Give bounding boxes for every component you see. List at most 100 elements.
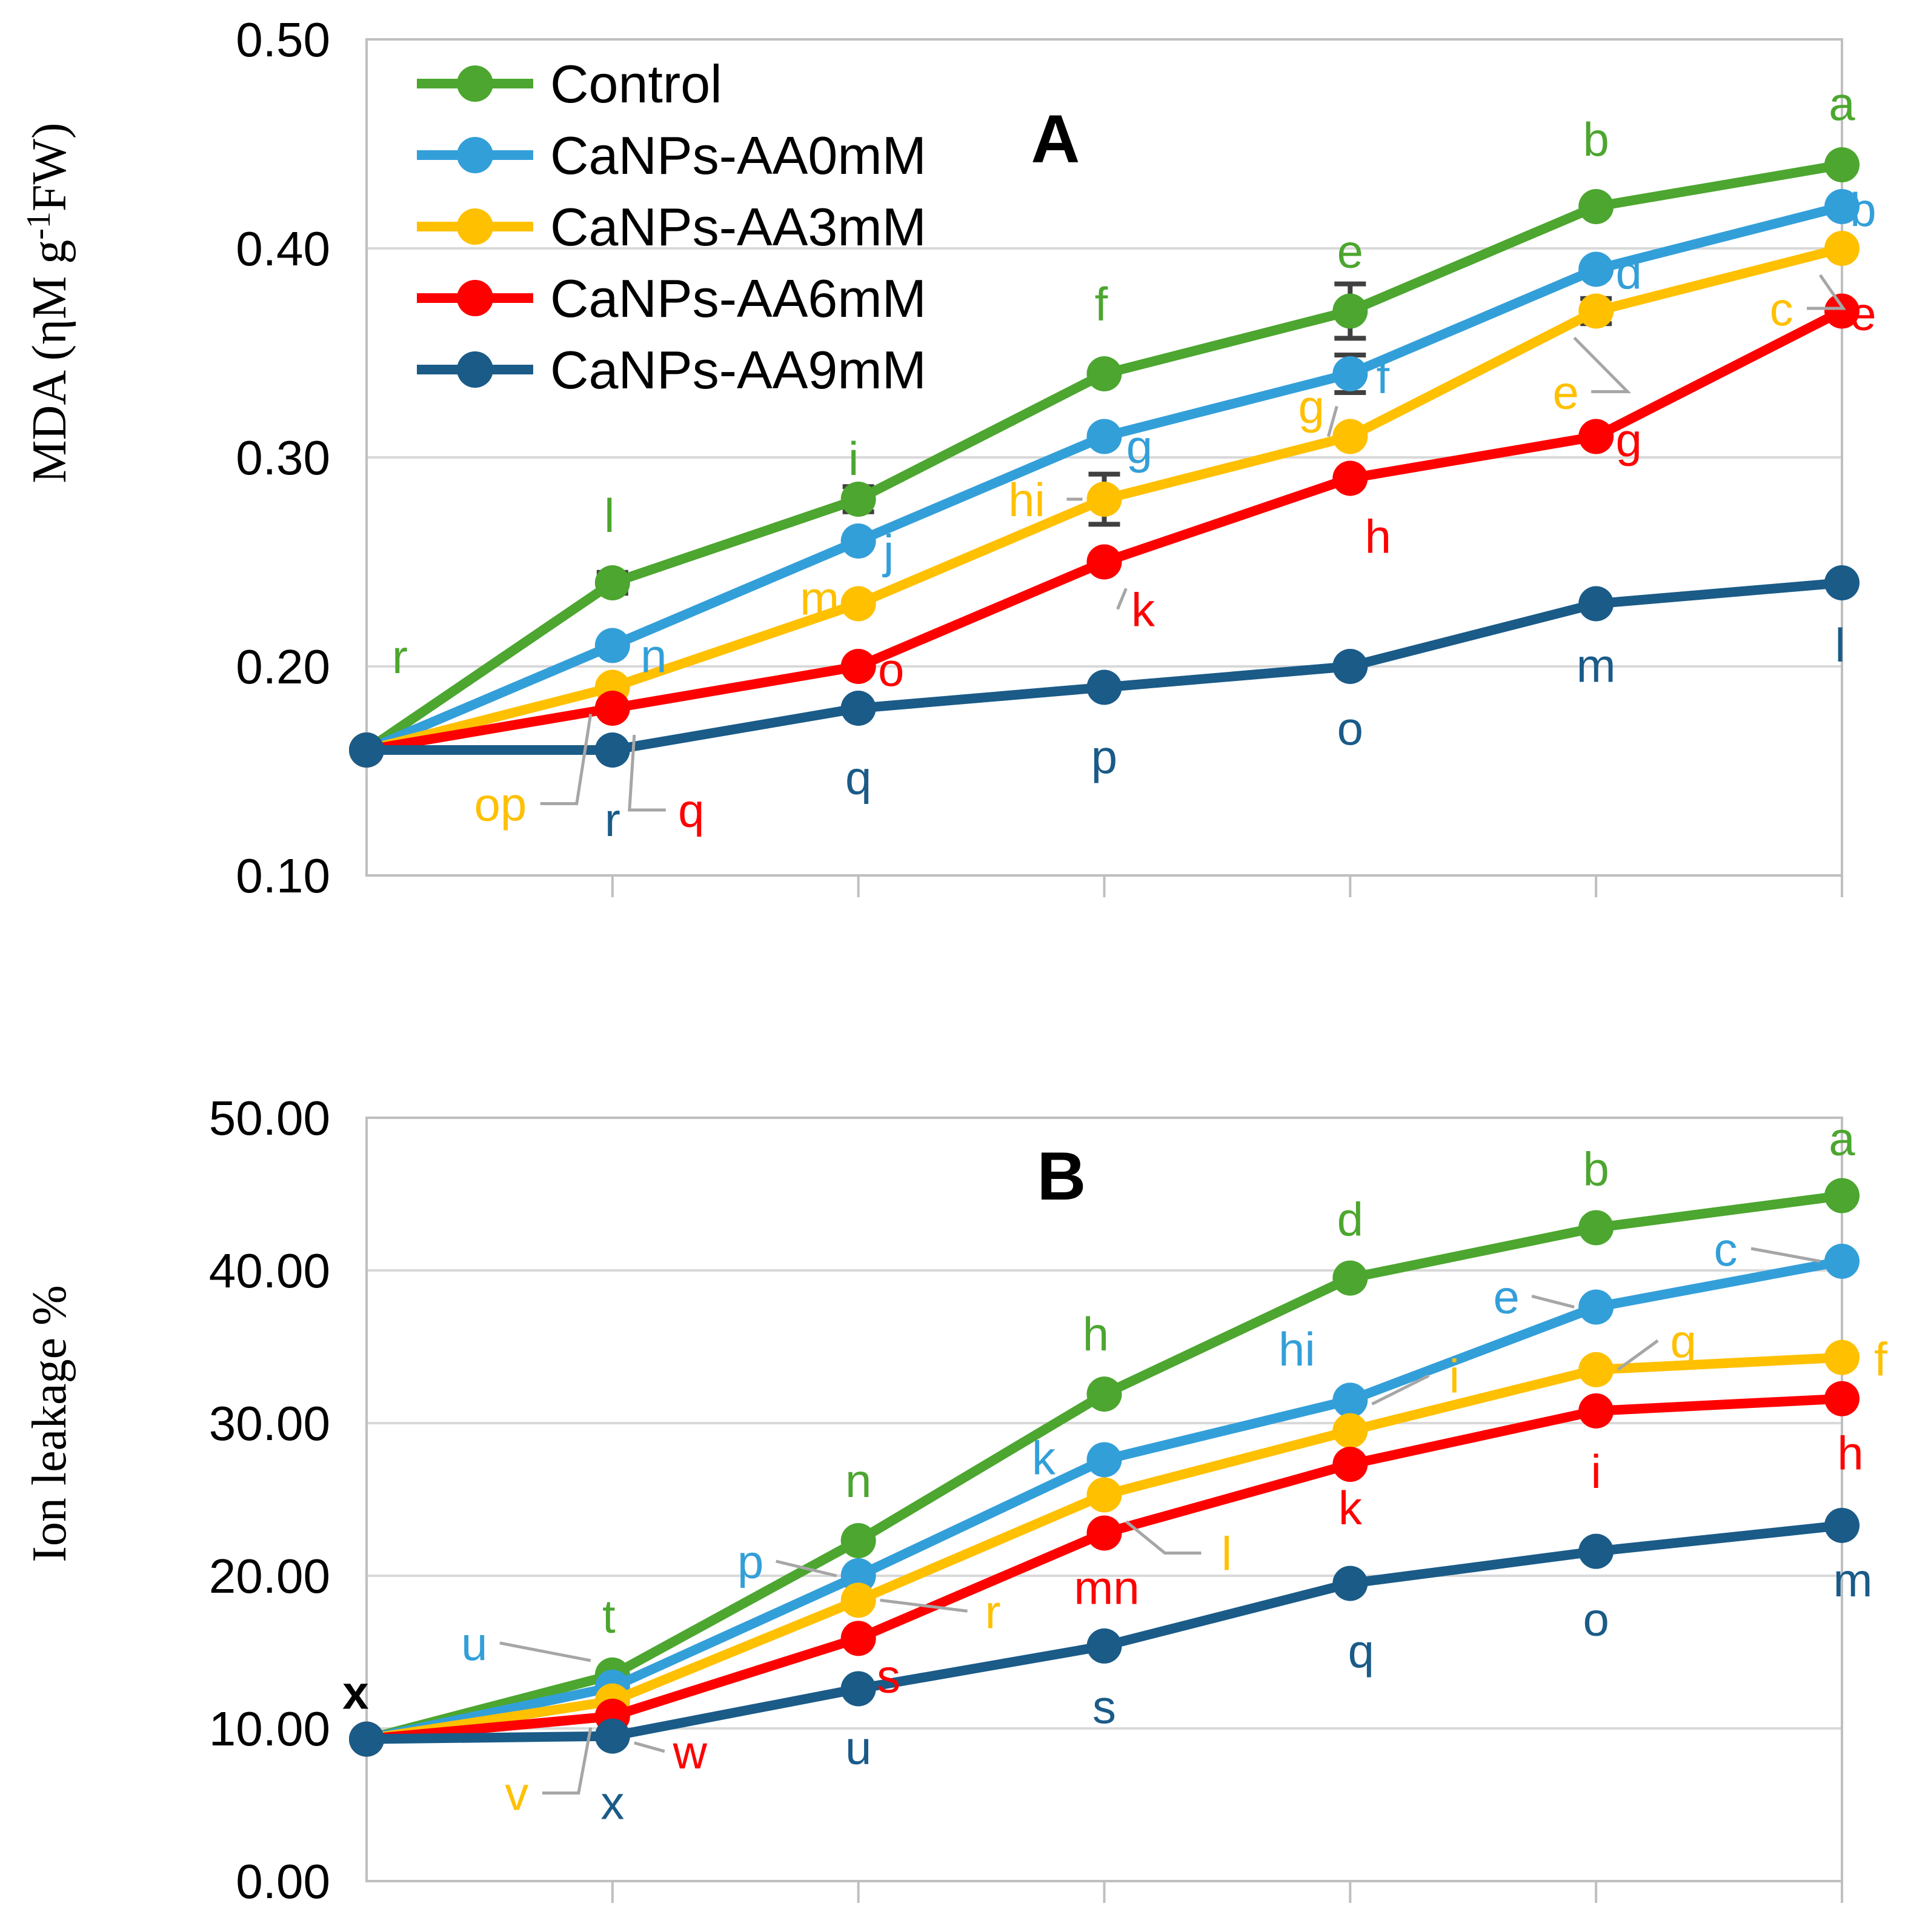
data-point <box>594 1718 630 1754</box>
data-point <box>1086 1442 1122 1478</box>
sig-letter: w <box>673 1725 708 1779</box>
plot-area-b: 50.00 40.00 30.00 20.00 10.00 0.00 x t n h d b a u p k h… <box>209 1091 1887 1908</box>
data-point <box>840 482 876 517</box>
legend-marker <box>457 280 493 316</box>
data-point <box>1578 251 1614 287</box>
data-point <box>1086 1477 1122 1513</box>
data-point <box>1578 1210 1614 1246</box>
sig-letter: a <box>1829 1112 1855 1166</box>
legend-item-canps-aa9mm: CaNPs-AA9mM <box>417 340 926 400</box>
y-axis-title-a-suffix: FW) <box>23 122 76 211</box>
sig-letter: b <box>1850 183 1876 236</box>
sig-letter: s <box>877 1649 900 1702</box>
sig-letter: i <box>848 432 859 485</box>
y-tick-label: 40.00 <box>209 1244 330 1298</box>
sig-letter: e <box>1493 1270 1519 1323</box>
sig-letter: b <box>1583 1142 1609 1195</box>
leader-line <box>1116 588 1128 610</box>
sig-letter: q <box>845 751 871 805</box>
sig-letter: t <box>602 1590 616 1643</box>
y-tick-label: 50.00 <box>209 1091 330 1145</box>
data-point <box>594 691 630 726</box>
data-point <box>1824 1339 1860 1375</box>
y-tick-label: 10.00 <box>209 1702 330 1756</box>
data-point <box>1824 231 1860 266</box>
leader-line <box>1573 336 1632 393</box>
data-point <box>1578 1352 1614 1387</box>
sig-letter: q <box>1348 1625 1374 1678</box>
data-point <box>1824 1178 1860 1213</box>
sig-letter: x <box>342 1666 368 1719</box>
data-point <box>594 628 630 663</box>
sig-letter: m <box>1833 1553 1873 1607</box>
legend-marker <box>457 65 493 102</box>
sig-letter: k <box>1338 1481 1363 1535</box>
sig-letter: u <box>461 1617 487 1670</box>
data-point <box>1578 1533 1614 1569</box>
data-point <box>1332 356 1368 391</box>
y-tick-label: 0.30 <box>236 431 330 485</box>
data-point <box>1578 293 1614 329</box>
chart-a-mda: A MDA (ηM g-1FW) 0.50 0.40 0.30 0.20 0.10 r l i… <box>20 13 1876 903</box>
sig-letter: g <box>1126 420 1152 474</box>
legend-item-canps-aa6mm: CaNPs-AA6mM <box>417 268 926 328</box>
sig-letter: o <box>878 643 904 696</box>
data-point <box>840 649 876 684</box>
legend-marker <box>457 137 493 173</box>
legend-item-canps-aa3mm: CaNPs-AA3mM <box>417 197 926 257</box>
leader-line <box>540 714 593 805</box>
sig-letter: mn <box>1074 1561 1139 1614</box>
data-point <box>1332 419 1368 454</box>
sig-letter: f <box>1376 350 1389 403</box>
legend-label: CaNPs-AA6mM <box>550 268 926 328</box>
sig-letter: i <box>1591 1445 1601 1498</box>
y-axis-title-a-superscript: -1 <box>20 211 58 240</box>
panel-label-b: B <box>1037 1138 1086 1214</box>
data-point <box>1332 293 1368 329</box>
sig-letter: h <box>1365 510 1391 563</box>
y-tick-label: 0.00 <box>236 1854 330 1908</box>
sig-letter: q <box>678 784 704 837</box>
sig-letter: h <box>1083 1307 1109 1361</box>
y-axis-title-a-main: MDA (ηM g <box>23 240 76 483</box>
y-tick-label: 20.00 <box>209 1549 330 1603</box>
data-point <box>1824 1243 1860 1279</box>
data-point <box>1086 669 1122 705</box>
data-point <box>840 1671 876 1707</box>
legend-label: CaNPs-AA3mM <box>550 197 926 257</box>
leader-line <box>776 1559 837 1578</box>
data-point <box>840 1523 876 1559</box>
data-point <box>1578 419 1614 454</box>
data-point <box>1086 1515 1122 1551</box>
data-point <box>1086 1628 1122 1664</box>
data-point <box>1578 586 1614 622</box>
data-point <box>840 1621 876 1656</box>
data-point <box>840 691 876 726</box>
data-point <box>840 523 876 559</box>
data-point <box>1332 1413 1368 1449</box>
leader-line <box>1531 1295 1575 1309</box>
data-point <box>1332 649 1368 684</box>
y-tick-label: 0.50 <box>236 13 330 67</box>
series-canps-aa9mm <box>349 1507 1860 1757</box>
sig-letter: c <box>1714 1223 1738 1276</box>
data-point <box>1578 189 1614 224</box>
data-point <box>1824 1381 1860 1416</box>
leader-line <box>1750 1247 1821 1263</box>
sig-letter: b <box>1583 113 1609 166</box>
sig-letter: r <box>985 1585 1001 1638</box>
legend-item-control: Control <box>417 54 722 114</box>
sig-letter: l <box>604 489 614 542</box>
chart-b-ion-leakage: B Ion leakage % 50.00 40.00 30.00 20.00 10.0… <box>23 1091 1887 1908</box>
y-axis-title-b: Ion leakage % <box>23 1285 76 1562</box>
data-point <box>1332 1447 1368 1482</box>
data-point <box>594 565 630 600</box>
sig-letter: g <box>1615 414 1641 467</box>
sig-letter: k <box>1131 583 1155 637</box>
sig-letter: m <box>800 572 839 625</box>
series-canps-aa0mm <box>349 189 1860 768</box>
leader-line <box>1617 1339 1659 1371</box>
y-tick-label: 0.10 <box>236 849 330 903</box>
